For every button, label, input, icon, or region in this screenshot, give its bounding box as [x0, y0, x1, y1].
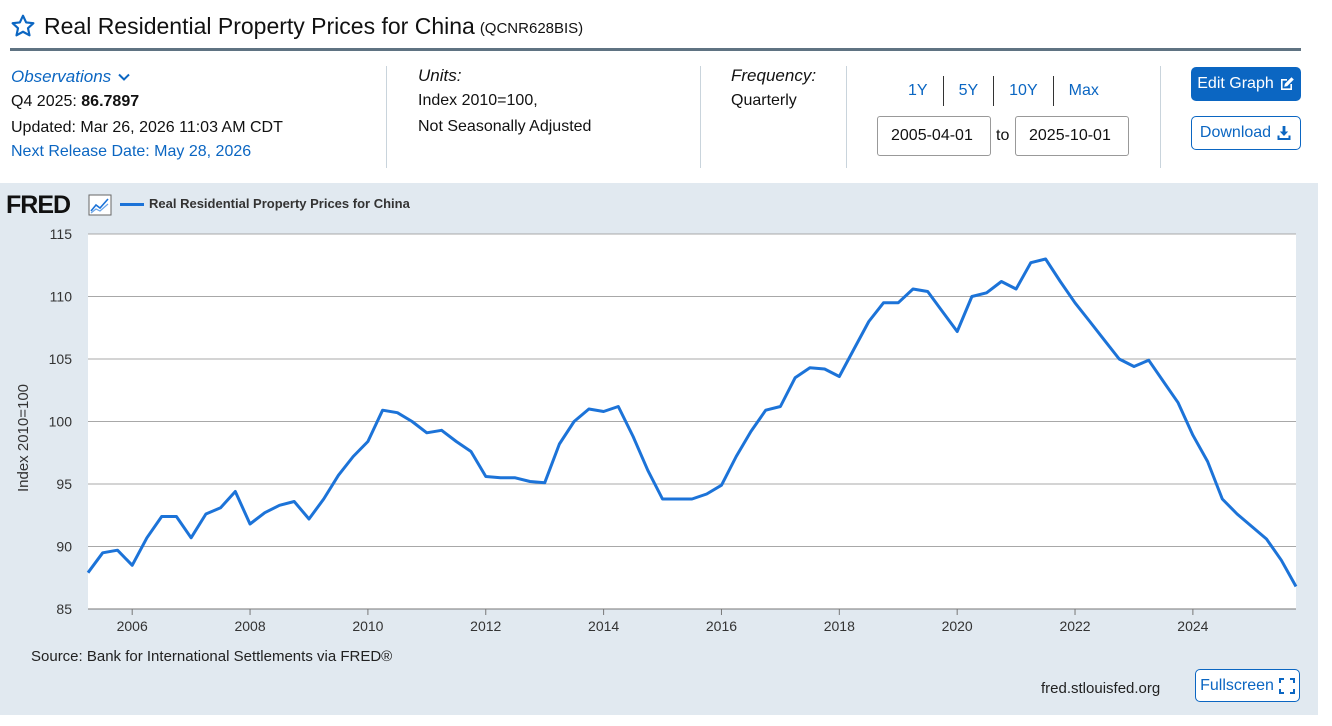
y-tick-label: 115 [50, 226, 73, 242]
column-divider [700, 66, 701, 168]
x-tick-label: 2024 [1177, 618, 1208, 633]
x-tick-label: 2016 [706, 618, 737, 633]
range-5y-link[interactable]: 5Y [958, 82, 979, 99]
units-label: Units: [418, 66, 462, 85]
start-date-input[interactable] [877, 116, 991, 156]
frequency-value: Quarterly [731, 92, 797, 109]
download-button[interactable]: Download [1191, 116, 1301, 150]
units-line-1: Index 2010=100, [418, 92, 538, 109]
y-tick-label: 95 [56, 476, 72, 492]
range-separator [1052, 76, 1054, 106]
title-row: Real Residential Property Prices for Chi… [10, 10, 583, 42]
page-title: Real Residential Property Prices for Chi… [44, 12, 475, 39]
range-max-link[interactable]: Max [1068, 82, 1099, 99]
x-tick-label: 2008 [234, 618, 265, 633]
fullscreen-label: Fullscreen [1200, 676, 1274, 694]
x-tick-label: 2014 [588, 618, 619, 633]
range-separator [993, 76, 995, 106]
x-tick-label: 2018 [824, 618, 855, 633]
star-icon[interactable] [10, 13, 36, 39]
y-tick-label: 90 [56, 539, 72, 555]
column-divider [386, 66, 387, 168]
range-10y-link[interactable]: 10Y [1009, 82, 1038, 99]
download-label: Download [1199, 124, 1272, 141]
chart-line-icon [88, 194, 112, 216]
range-links: 1Y 5Y 10Y Max [893, 76, 1114, 106]
frequency-label: Frequency: [731, 66, 817, 85]
y-tick-label: 85 [56, 601, 72, 617]
legend-label: Real Residential Property Prices for Chi… [149, 196, 410, 211]
end-date-input[interactable] [1015, 116, 1129, 156]
title-divider [10, 48, 1301, 51]
x-axis: 2006 2008 2010 2012 2014 2016 2018 2020 2022 2024 [117, 609, 1209, 633]
latest-observation: Q4 2025: 86.7897 [11, 93, 139, 111]
y-axis: 85 90 95 100 105 110 115 [49, 226, 73, 617]
edit-graph-button[interactable]: Edit Graph [1191, 67, 1301, 101]
edit-graph-label: Edit Graph [1197, 75, 1274, 92]
column-divider [846, 66, 847, 168]
y-tick-label: 100 [49, 414, 73, 430]
next-release-link[interactable]: Next Release Date: May 28, 2026 [11, 143, 252, 160]
series-line [86, 257, 1298, 588]
y-tick-label: 105 [49, 351, 73, 367]
fred-logo: FRED [6, 191, 71, 219]
column-divider [1160, 66, 1161, 168]
latest-prefix: Q4 2025: [11, 93, 77, 110]
fullscreen-button[interactable]: Fullscreen [1195, 669, 1300, 702]
expand-icon [1278, 677, 1295, 694]
x-tick-label: 2020 [942, 618, 973, 633]
updated-text: Updated: Mar 26, 2026 11:03 AM CDT [11, 119, 283, 136]
latest-value: 86.7897 [81, 93, 140, 110]
fred-url[interactable]: fred.stlouisfed.org [1041, 680, 1161, 697]
download-icon [1277, 126, 1291, 140]
legend-swatch [120, 203, 144, 206]
to-label: to [996, 127, 1010, 144]
x-tick-label: 2006 [117, 618, 148, 633]
chevron-down-icon [118, 73, 130, 81]
y-axis-label: Index 2010=100 [15, 384, 32, 492]
range-1y-link[interactable]: 1Y [908, 82, 928, 99]
edit-icon [1280, 77, 1294, 90]
x-tick-label: 2010 [352, 618, 383, 633]
source-text: Source: Bank for International Settlemen… [31, 648, 393, 665]
observations-dropdown[interactable]: Observations [11, 67, 131, 87]
x-tick-label: 2012 [470, 618, 501, 633]
units-line-2: Not Seasonally Adjusted [418, 118, 592, 135]
x-tick-label: 2022 [1059, 618, 1090, 633]
range-separator [942, 76, 944, 106]
series-id: (QCNR628BIS) [479, 19, 584, 37]
y-tick-label: 110 [50, 289, 73, 305]
gridlines [88, 233, 1296, 610]
observations-label: Observations [11, 67, 112, 86]
